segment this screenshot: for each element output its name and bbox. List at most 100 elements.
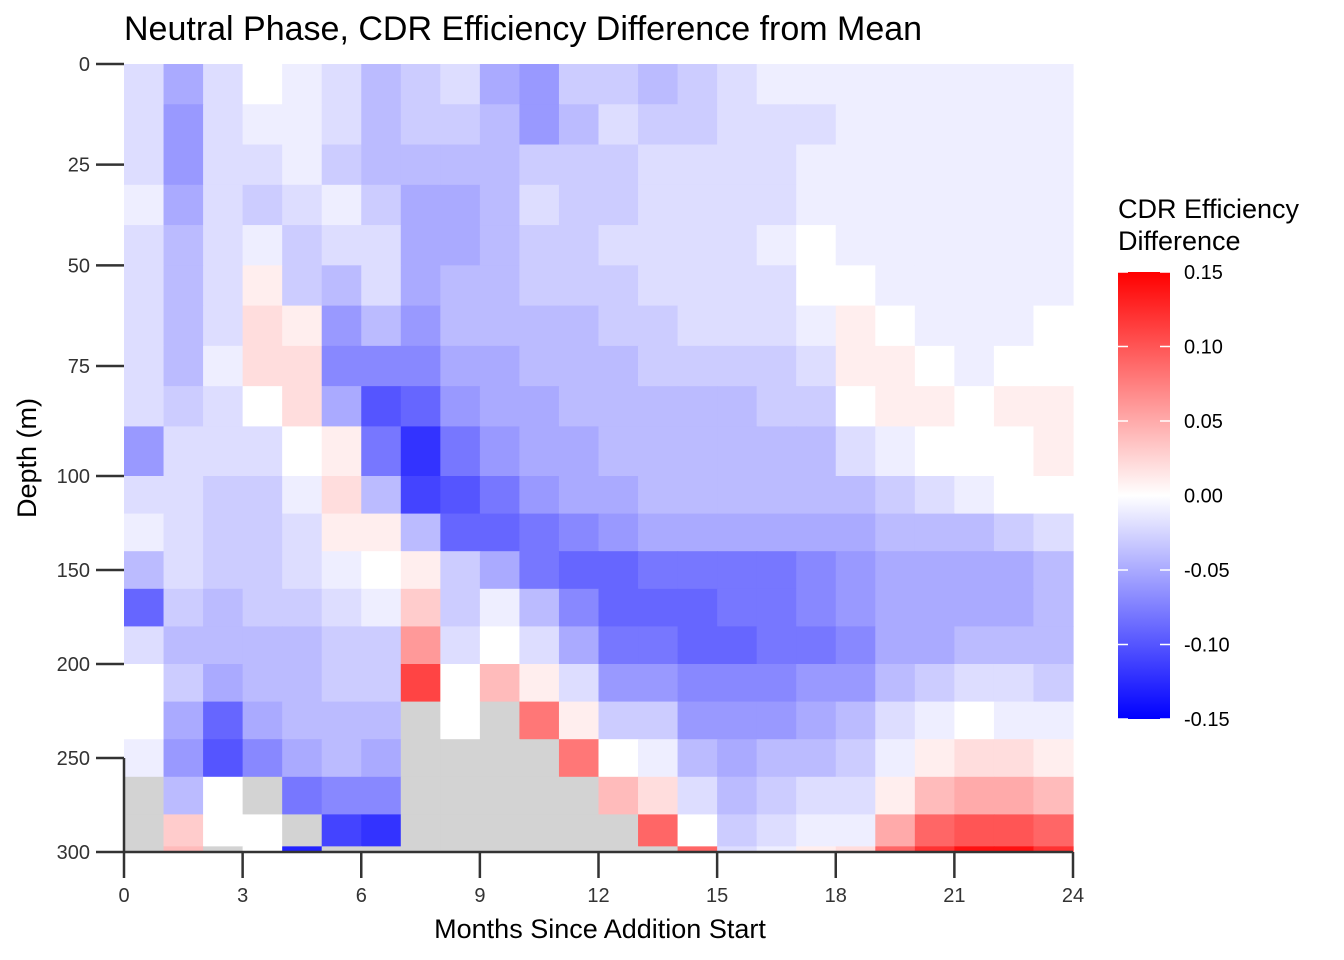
- heatmap-cell: [519, 701, 560, 740]
- heatmap-cell: [479, 513, 521, 552]
- heatmap-cell: [203, 739, 244, 778]
- heatmap-cell: [440, 846, 481, 852]
- heatmap-cell: [124, 739, 165, 778]
- heatmap-cell: [400, 776, 441, 815]
- heatmap-cell: [756, 776, 797, 815]
- heatmap-cell: [321, 846, 362, 852]
- heatmap-cell: [558, 64, 600, 105]
- heatmap-cell: [1033, 551, 1074, 590]
- heatmap-cell: [875, 664, 916, 703]
- x-tick-label: 21: [943, 885, 965, 907]
- heatmap-cell: [954, 265, 995, 307]
- heatmap-cell: [203, 814, 244, 853]
- heatmap-cell: [321, 588, 362, 627]
- heatmap-cell: [914, 701, 955, 740]
- heatmap-cell: [479, 144, 521, 186]
- heatmap-cell: [479, 664, 521, 703]
- x-tick-label: 6: [356, 885, 367, 907]
- heatmap-cell: [598, 551, 639, 590]
- heatmap-cell: [321, 345, 362, 387]
- heatmap-cell: [835, 64, 876, 105]
- heatmap-cell: [321, 265, 362, 307]
- heatmap-cell: [954, 476, 995, 515]
- heatmap-cell: [598, 664, 639, 703]
- heatmap-cell: [479, 104, 521, 146]
- heatmap-cell: [124, 476, 165, 515]
- legend-tick-label: 0.10: [1184, 337, 1223, 359]
- heatmap-cell: [914, 144, 955, 186]
- chart-title: Neutral Phase, CDR Efficiency Difference…: [124, 10, 922, 48]
- heatmap-cell: [796, 846, 837, 852]
- heatmap-cell: [400, 664, 441, 703]
- heatmap-cell: [440, 513, 481, 552]
- y-tick-label: 300: [57, 842, 90, 864]
- legend-ticks: 0.15 0.10 0.05 0.00 -0.05 -0.10 -0.15: [1118, 262, 1230, 731]
- heatmap-cell: [796, 104, 837, 146]
- heatmap-cell: [124, 64, 165, 105]
- heatmap-cell: [835, 265, 876, 307]
- heatmap-cell: [638, 305, 679, 347]
- heatmap-cell: [558, 345, 600, 387]
- heatmap-cell: [835, 814, 876, 853]
- heatmap-cell: [400, 265, 441, 307]
- heatmap-cell: [242, 345, 283, 387]
- heatmap-cell: [163, 345, 204, 387]
- heatmap-cell: [282, 551, 323, 590]
- heatmap-cell: [440, 64, 481, 105]
- heatmap-cell: [124, 305, 165, 347]
- heatmap-cell: [717, 104, 758, 146]
- heatmap-cell: [598, 476, 639, 515]
- heatmap-cell: [163, 814, 204, 853]
- heatmap-cell: [954, 225, 995, 266]
- heatmap-cell: [400, 701, 441, 740]
- heatmap-cell: [361, 345, 402, 387]
- heatmap-cell: [796, 345, 837, 387]
- heatmap-cell: [124, 551, 165, 590]
- heatmap-cell: [242, 305, 283, 347]
- heatmap-cell: [677, 476, 718, 515]
- heatmap-cell: [163, 626, 204, 665]
- heatmap-cell: [282, 104, 323, 146]
- heatmap-cell: [558, 814, 600, 853]
- heatmap-cell: [1033, 225, 1074, 266]
- heatmap-cell: [1033, 739, 1074, 778]
- heatmap-cell: [756, 265, 797, 307]
- heatmap-cell: [400, 426, 441, 477]
- heatmap-cell: [993, 701, 1035, 740]
- heatmap-cell: [242, 265, 283, 307]
- heatmap-cell: [993, 64, 1035, 105]
- heatmap-cell: [796, 664, 837, 703]
- heatmap-cell: [677, 64, 718, 105]
- legend-tick-label: -0.05: [1184, 560, 1230, 582]
- heatmap-cell: [282, 739, 323, 778]
- heatmap-cell: [756, 104, 797, 146]
- heatmap-cell: [835, 225, 876, 266]
- legend-tick-label: -0.10: [1184, 635, 1230, 657]
- heatmap-cell: [598, 588, 639, 627]
- heatmap-cell: [558, 588, 600, 627]
- heatmap-cell: [361, 588, 402, 627]
- heatmap-cell: [914, 225, 955, 266]
- heatmap-cell: [400, 64, 441, 105]
- heatmap-cell: [598, 345, 639, 387]
- heatmap-cell: [677, 814, 718, 853]
- heatmap-cell: [954, 305, 995, 347]
- heatmap-cell: [677, 846, 718, 852]
- heatmap-cell: [638, 426, 679, 477]
- heatmap-cell: [835, 846, 876, 852]
- heatmap-cell: [282, 64, 323, 105]
- heatmap-cell: [717, 701, 758, 740]
- heatmap-cell: [598, 513, 639, 552]
- heatmap-cell: [519, 426, 560, 477]
- heatmap-cell: [598, 104, 639, 146]
- heatmap-cell: [677, 626, 718, 665]
- heatmap-cell: [558, 664, 600, 703]
- heatmap-cell: [954, 626, 995, 665]
- heatmap-cell: [282, 846, 323, 852]
- heatmap-cell: [203, 184, 244, 226]
- heatmap-cell: [203, 305, 244, 347]
- heatmap-cell: [361, 701, 402, 740]
- heatmap-cell: [677, 739, 718, 778]
- heatmap-cell: [677, 144, 718, 186]
- heatmap-cell: [282, 345, 323, 387]
